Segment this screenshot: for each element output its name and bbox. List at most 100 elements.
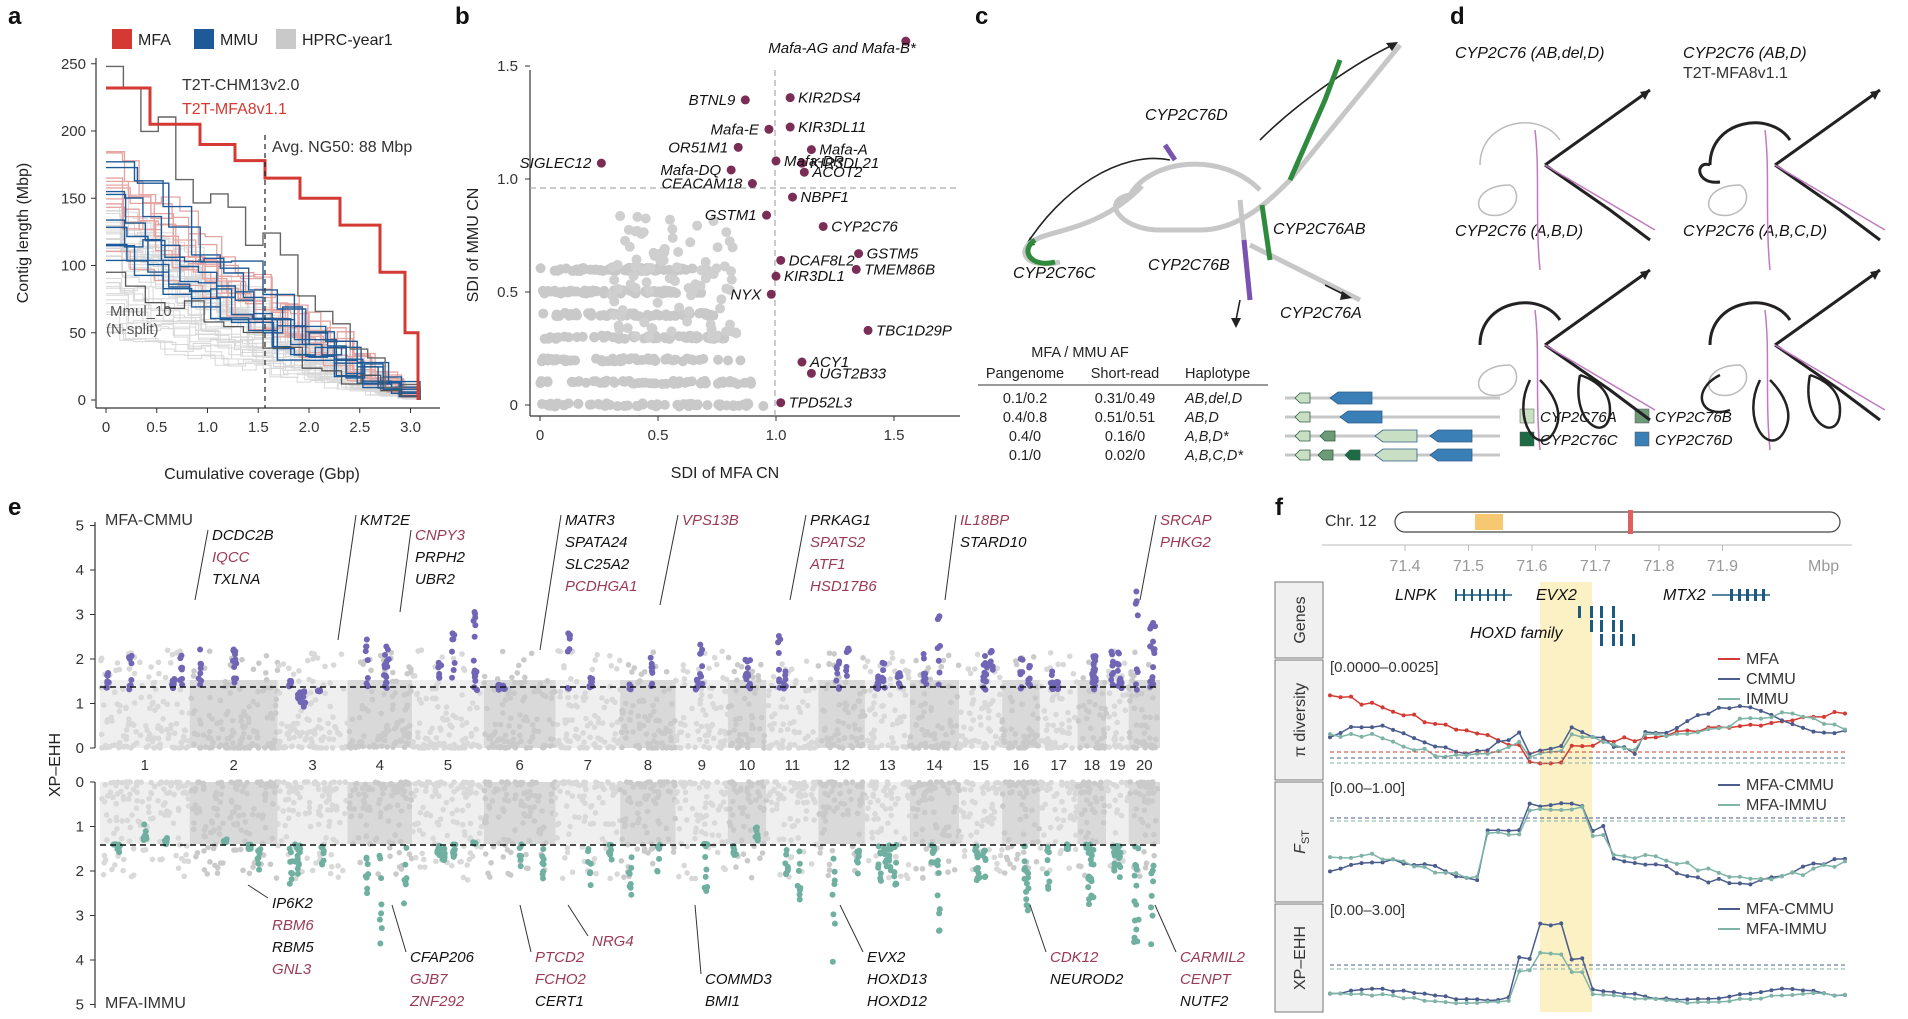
snp-top [745,741,751,747]
snp-top [557,742,563,748]
snp-top [331,662,337,668]
snp-bottom [869,779,875,785]
snp-top [168,722,174,728]
exon [1455,589,1457,601]
snp-bottom [155,798,161,804]
snp-bottom [444,800,450,806]
sig-snp-bottom [1022,865,1028,871]
snp-bottom [945,787,951,793]
sig-snp-bottom [893,860,899,866]
snp-bottom [1138,816,1144,822]
snp-top [150,739,156,745]
snp-top [500,702,506,708]
sig-snp-bottom [1022,858,1028,864]
snp-bottom [599,781,605,787]
snp-bottom [706,780,712,786]
snp-top [188,696,194,702]
snp-bottom [149,791,155,797]
sig-snp-top [698,650,704,656]
y-tick-label-bottom: 2 [76,863,84,880]
top-gene-label: VPS13B [682,512,739,529]
top-gene-label: HSD17B6 [810,578,877,595]
snp-top [1098,705,1104,711]
snp-bottom [134,798,140,804]
snp-bottom [125,779,131,785]
af-pangenome: 0.4/0 [1009,429,1041,445]
grey-point [608,262,618,272]
snp-bottom [524,865,530,871]
snp-bottom [818,845,824,851]
sig-snp-bottom [295,871,301,877]
snp-bottom [745,858,751,864]
snp-top [146,674,152,680]
sig-snp-top [846,647,852,653]
sig-snp-bottom [321,848,327,854]
gene-label: KIR2DS4 [798,90,861,107]
snp-top [1048,650,1054,656]
snp-bottom [296,811,302,817]
snp-top [1088,725,1094,731]
snp-bottom [666,836,672,842]
snp-top [599,695,605,701]
snp-bottom [275,805,281,811]
snp-top [1093,745,1099,751]
snp-bottom [262,797,268,803]
snp-bottom [201,848,207,854]
snp-bottom [191,820,197,826]
sig-snp-top [1135,669,1141,675]
snp-bottom [211,827,217,833]
snp-bottom [810,786,816,792]
snp-top [516,663,522,669]
sig-snp-bottom [1148,904,1154,910]
sig-snp-top [775,639,781,645]
snp-bottom [1006,837,1012,843]
snp-bottom [202,867,208,873]
snp-top [1112,737,1118,743]
snp-bottom [1082,789,1088,795]
pi-cmmu-point [1402,731,1406,735]
snp-top [787,721,793,727]
gene-point [819,222,828,231]
sig-snp-bottom [1044,870,1050,876]
snp-bottom [671,849,677,855]
snp-top [969,690,975,696]
grey-point [560,308,570,318]
snp-bottom [1068,813,1074,819]
snp-bottom [1061,818,1067,824]
snp-bottom [504,792,510,798]
snp-bottom [803,816,809,822]
snp-bottom [905,876,911,882]
snp-top [903,692,909,698]
sig-snp-bottom [1112,846,1118,852]
legend-swatch [1520,409,1534,423]
snp-top [268,711,274,717]
snp-bottom [215,865,221,871]
x-tick-label: 1.0 [197,419,218,436]
graph-purple-b [1244,240,1250,300]
y-tick-label-top: 5 [76,518,84,535]
snp-bottom [347,805,353,811]
snp-bottom [740,810,746,816]
snp-bottom [1132,813,1138,819]
sig-snp-top [1150,681,1156,687]
sig-snp-bottom [1023,896,1029,902]
pi-cmmu-point [1423,740,1427,744]
sig-snp-top [697,642,703,648]
sig-snp-top [987,650,993,656]
grey-point [626,279,636,289]
snp-bottom [413,855,419,861]
snp-top [923,745,929,751]
snp-bottom [1101,809,1107,815]
snp-top [260,688,266,694]
snp-top [594,652,600,658]
grey-point [694,355,704,365]
snp-top [333,725,339,731]
grey-point [696,379,706,389]
snp-bottom [1127,791,1133,797]
x-tick-label: 0.5 [648,427,669,444]
snp-top [296,713,302,719]
snp-top [1092,702,1098,708]
gene-point [797,358,806,367]
pi-immu-point [1349,732,1353,736]
pink-lower [1775,165,1885,230]
